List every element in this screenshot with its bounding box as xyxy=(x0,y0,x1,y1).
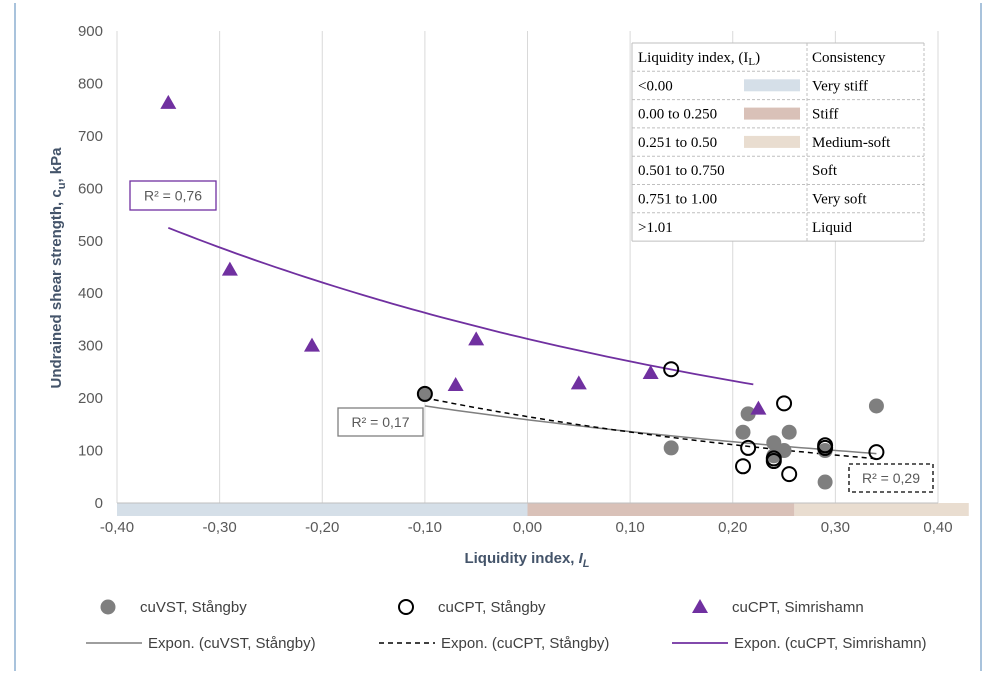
data-points xyxy=(160,94,885,490)
r2-box xyxy=(129,180,217,211)
gridlines xyxy=(116,31,939,504)
r2-box xyxy=(337,407,424,437)
r2-box xyxy=(848,463,934,493)
consistency-bands xyxy=(117,503,969,516)
table-header-close: ) xyxy=(755,50,760,66)
y-tick-label: 500 xyxy=(78,233,103,250)
cucpt-stangby-point xyxy=(740,439,757,456)
y-tick-label: 900 xyxy=(78,23,103,40)
y-tick-label: 800 xyxy=(78,75,103,92)
r2-label: R² = 0,17 xyxy=(352,414,410,430)
cuvst-stangby-point xyxy=(740,406,756,422)
cucpt-stangby-point xyxy=(765,453,782,470)
legend-marker xyxy=(100,599,116,615)
legend-entry: Expon. (cuCPT, Simrishamn) xyxy=(734,635,927,652)
cuvst-stangby-point xyxy=(766,435,782,451)
table-range-cell: 0.00 to 0.250 xyxy=(638,107,717,123)
cucpt-stangby-point xyxy=(868,444,885,461)
table-color-swatch xyxy=(744,107,800,120)
legend-marker xyxy=(398,599,414,615)
x-tick-label: -0,40 xyxy=(100,519,134,536)
y-tick-label: 700 xyxy=(78,128,103,145)
cucpt-simrishamn-point xyxy=(642,364,659,379)
cucpt-simrishamn-point xyxy=(160,94,177,109)
x-tick-label: 0,00 xyxy=(513,519,542,536)
x-tick-label: 0,40 xyxy=(923,519,952,536)
trendline-cucpt-simrishamn xyxy=(167,226,754,386)
cucpt-stangby-point xyxy=(735,458,752,475)
cucpt-stangby-point xyxy=(781,466,798,483)
legend-marker xyxy=(692,599,708,613)
figure-frame xyxy=(14,3,982,671)
cucpt-stangby-point xyxy=(817,439,834,456)
table-color-swatch xyxy=(744,135,800,148)
table-range-cell: 0.501 to 0.750 xyxy=(638,163,725,179)
legend-entry: Expon. (cuCPT, Stångby) xyxy=(441,635,609,652)
x-tick-label: -0,30 xyxy=(203,519,237,536)
y-tick-label: 0 xyxy=(95,495,103,512)
table-header-liquidity: Liquidity index, (IL) xyxy=(638,50,760,68)
table-consistency-cell: Stiff xyxy=(812,107,838,123)
y-tick-label: 600 xyxy=(78,180,103,197)
cucpt-stangby-point xyxy=(416,385,433,402)
legend-entry: cuCPT, Stångby xyxy=(438,599,546,616)
legend-entry: cuVST, Stångby xyxy=(140,599,247,616)
tick-labels: -0,40 -0,30 -0,20 -0,10 0,00 0,10 0,20 0,30 0,40… xyxy=(78,23,953,536)
trendline-cuvst-stangby xyxy=(424,405,877,455)
cucpt-simrishamn-point xyxy=(468,331,485,346)
legend-entry: Expon. (cuVST, Stångby) xyxy=(148,635,316,652)
consistency-band xyxy=(527,503,795,516)
cuvst-stangby-point xyxy=(817,474,833,490)
cucpt-simrishamn-point xyxy=(303,337,320,352)
table-header-sub: L xyxy=(748,56,755,68)
cuvst-stangby-point xyxy=(417,386,433,402)
cuvst-stangby-point xyxy=(781,424,797,440)
cucpt-simrishamn-point xyxy=(221,261,238,276)
x-tick-label: 0,20 xyxy=(718,519,747,536)
y-tick-label: 400 xyxy=(78,285,103,302)
table-consistency-cell: Very stiff xyxy=(812,78,868,94)
cucpt-simrishamn-point xyxy=(570,375,587,390)
cuvst-stangby-point xyxy=(868,398,884,414)
table-consistency-cell: Soft xyxy=(812,163,838,179)
table-header-consistency: Consistency xyxy=(812,50,886,66)
cucpt-simrishamn-point xyxy=(447,377,464,391)
cucpt-stangby-point xyxy=(663,361,680,378)
table-range-cell: 0.751 to 1.00 xyxy=(638,192,717,208)
y-axis-title: Undrained shear strength, cu, kPa xyxy=(48,147,68,389)
cuvst-stangby-point xyxy=(663,440,679,456)
y-tick-label: 100 xyxy=(78,443,103,460)
table-range-cell: 0.251 to 0.50 xyxy=(638,135,717,151)
y-tick-label: 300 xyxy=(78,338,103,355)
cuvst-stangby-point xyxy=(735,424,751,440)
x-tick-label: 0,30 xyxy=(821,519,850,536)
table-consistency-cell: Medium-soft xyxy=(812,135,891,151)
cucpt-stangby-point xyxy=(776,395,793,412)
trendline-cucpt-stangby xyxy=(424,397,877,460)
consistency-band xyxy=(794,503,969,516)
x-tick-label: -0,10 xyxy=(408,519,442,536)
table-color-swatch xyxy=(744,79,800,92)
x-tick-label: 0,10 xyxy=(616,519,645,536)
r2-label: R² = 0,76 xyxy=(144,188,202,204)
cucpt-simrishamn-point xyxy=(750,400,767,415)
table-range-cell: <0.00 xyxy=(638,78,673,94)
y-tick-label: 200 xyxy=(78,390,103,407)
x-axis-title: Liquidity index, IL xyxy=(464,550,589,570)
x-tick-label: -0,20 xyxy=(305,519,339,536)
legend-entry: cuCPT, Simrishamn xyxy=(732,599,864,616)
consistency-band xyxy=(117,503,528,516)
table-consistency-cell: Very soft xyxy=(812,192,867,208)
table-header-text: Liquidity index, (I xyxy=(638,50,748,66)
r2-annotations: R² = 0,17 R² = 0,29 R² = 0,76 xyxy=(129,180,934,493)
trendlines xyxy=(167,226,877,460)
legend: cuVST, Stångby cuCPT, Stångby cuCPT, Simri… xyxy=(86,599,927,652)
table-consistency-cell: Liquid xyxy=(812,220,852,236)
table-range-cell: >1.01 xyxy=(638,220,673,236)
consistency-table: Liquidity index, (IL) Consistency <0.00 Ver… xyxy=(631,42,925,242)
r2-label: R² = 0,29 xyxy=(862,470,920,486)
